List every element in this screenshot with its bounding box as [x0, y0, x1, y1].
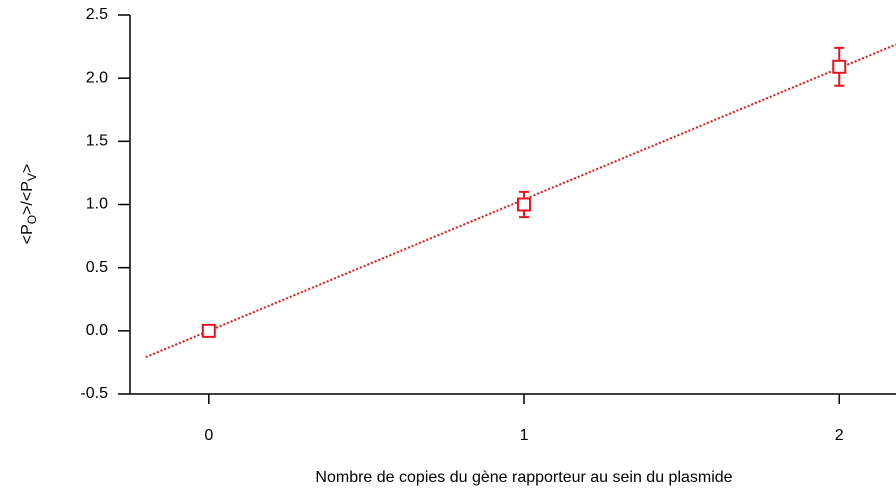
marker — [517, 197, 532, 212]
y-tick-label: -0.5 — [80, 385, 108, 402]
marker — [832, 59, 847, 74]
y-label-part: <P — [19, 224, 36, 244]
y-tick-label: 1.5 — [86, 133, 108, 150]
y-tick-label: 2.5 — [86, 6, 108, 23]
y-label-part: > — [19, 164, 36, 173]
x-axis-label: Nombre de copies du gène rapporteur au s… — [315, 469, 732, 486]
y-tick-label: 1.0 — [86, 196, 108, 213]
y-tick-label: 2.0 — [86, 69, 108, 86]
fit-line — [145, 43, 896, 359]
x-tick-label: 1 — [520, 427, 529, 444]
marker — [201, 323, 216, 338]
y-label-sub: V — [25, 173, 39, 181]
x-tick-label: 2 — [835, 427, 844, 444]
x-tick-label: 0 — [204, 427, 213, 444]
y-label-sub: O — [25, 215, 39, 224]
y-axis-label: <PO>/<PV> — [19, 164, 39, 245]
y-tick-label: 0.0 — [86, 322, 108, 339]
y-tick-label: 0.5 — [86, 259, 108, 276]
y-label-part: >/<P — [19, 181, 36, 215]
